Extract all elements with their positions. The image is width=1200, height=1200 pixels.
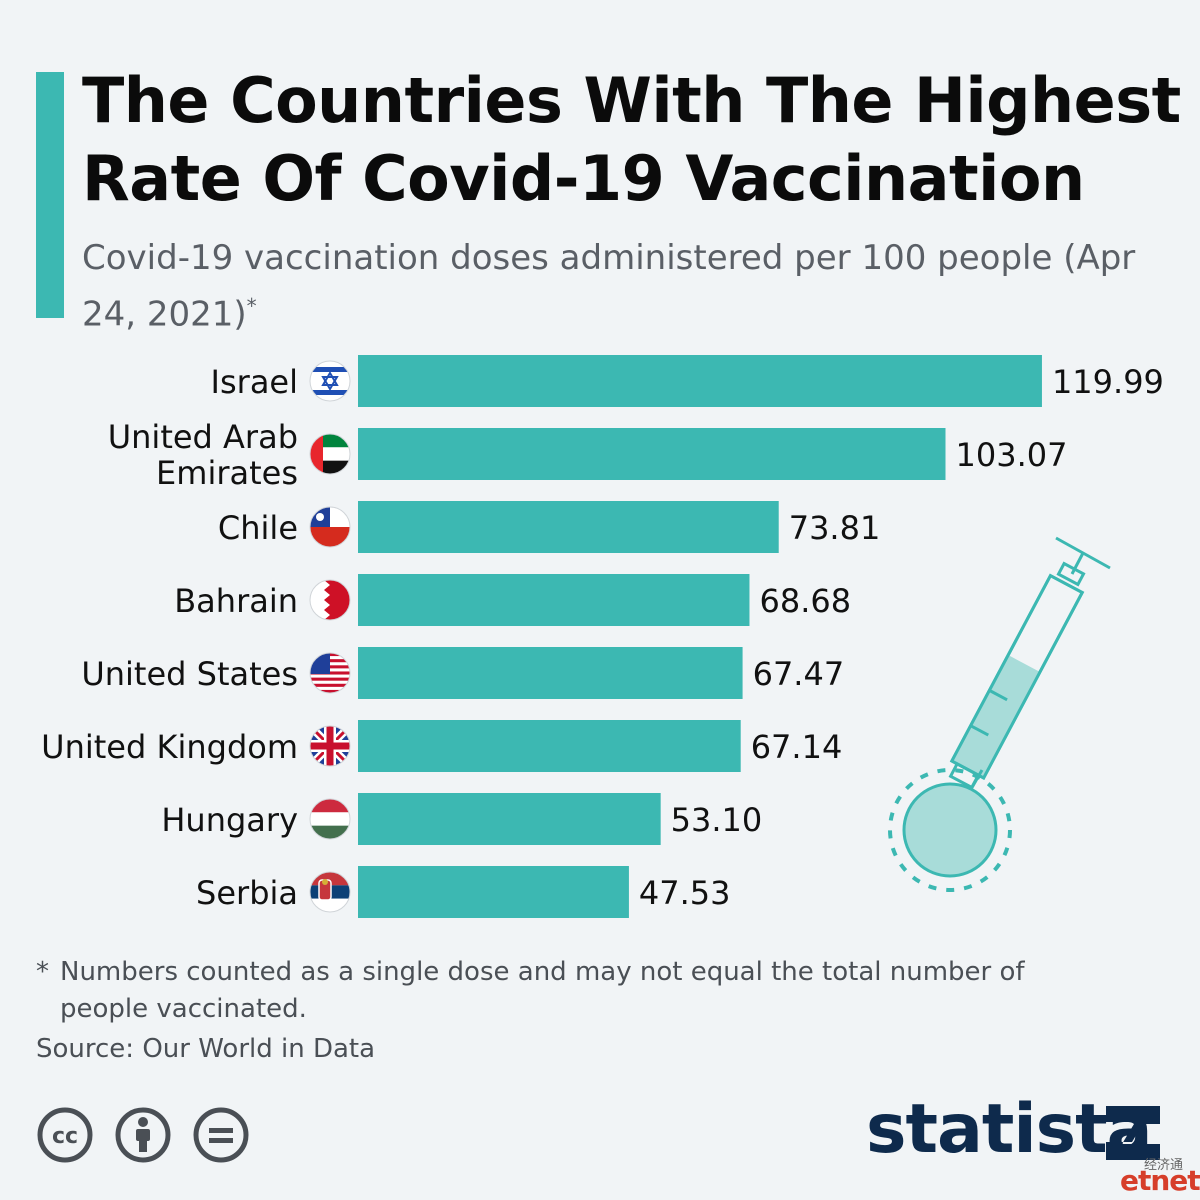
subtitle-asterisk: * (246, 294, 257, 318)
statista-logo-icon (1106, 1106, 1160, 1160)
svg-text:cc: cc (52, 1124, 78, 1149)
category-label: Israel (211, 363, 298, 401)
bars-group: 119.99 Israel 103.07 United Arab Emirates 73.… (41, 355, 1164, 918)
value-label: 67.14 (751, 728, 843, 766)
value-label: 119.99 (1052, 363, 1164, 401)
syringe-illustration (888, 536, 1111, 892)
license-icons: cc (36, 1106, 250, 1164)
watermark-logo: etnet (1120, 1164, 1200, 1197)
category-label: Hungary (161, 801, 298, 839)
category-label: United Arab Emirates (108, 418, 298, 492)
category-label: Bahrain (174, 582, 298, 620)
bar (358, 574, 750, 626)
bar-chart: 119.99 Israel 103.07 United Arab Emirates 73.… (41, 355, 1164, 918)
value-label: 73.81 (789, 509, 881, 547)
value-label: 68.68 (759, 582, 851, 620)
statista-logo-text: statista (866, 1090, 1153, 1169)
bar (358, 501, 779, 553)
bar (358, 355, 1042, 407)
flag-icon (309, 579, 351, 621)
footnote-text: Numbers counted as a single dose and may… (60, 957, 1025, 1024)
bar (358, 793, 661, 845)
value-label: 47.53 (639, 874, 731, 912)
chart-title: The Countries With The Highest Rate Of C… (82, 64, 1181, 215)
accent-bar (36, 72, 64, 318)
subtitle-text: Covid-19 vaccination doses administered … (82, 238, 1136, 335)
category-label: Serbia (196, 874, 298, 912)
flag-icon (309, 871, 351, 913)
bar (358, 647, 743, 699)
flag-icon (309, 360, 351, 402)
bar (358, 720, 741, 772)
no-derivatives-icon[interactable] (192, 1106, 250, 1164)
bar (358, 866, 629, 918)
watermark-cn: 经济通 (1144, 1158, 1184, 1173)
flag-icon (309, 652, 351, 694)
flag-icon (309, 506, 351, 548)
value-label: 103.07 (955, 436, 1067, 474)
cc-icon[interactable]: cc (36, 1106, 94, 1164)
flag-icon (309, 433, 351, 475)
bar (358, 428, 946, 480)
attribution-icon[interactable] (114, 1106, 172, 1164)
flag-icon (309, 725, 351, 767)
chart-subtitle: Covid-19 vaccination doses administered … (82, 234, 1162, 338)
value-label: 53.10 (671, 801, 763, 839)
category-label: United States (81, 655, 298, 693)
footnote: * Numbers counted as a single dose and m… (36, 954, 1086, 1028)
source-text: Source: Our World in Data (36, 1034, 376, 1064)
category-label: Chile (218, 509, 298, 547)
footnote-asterisk: * (36, 957, 49, 987)
flag-icon (309, 798, 351, 840)
value-label: 67.47 (753, 655, 845, 693)
category-label: United Kingdom (41, 728, 298, 766)
